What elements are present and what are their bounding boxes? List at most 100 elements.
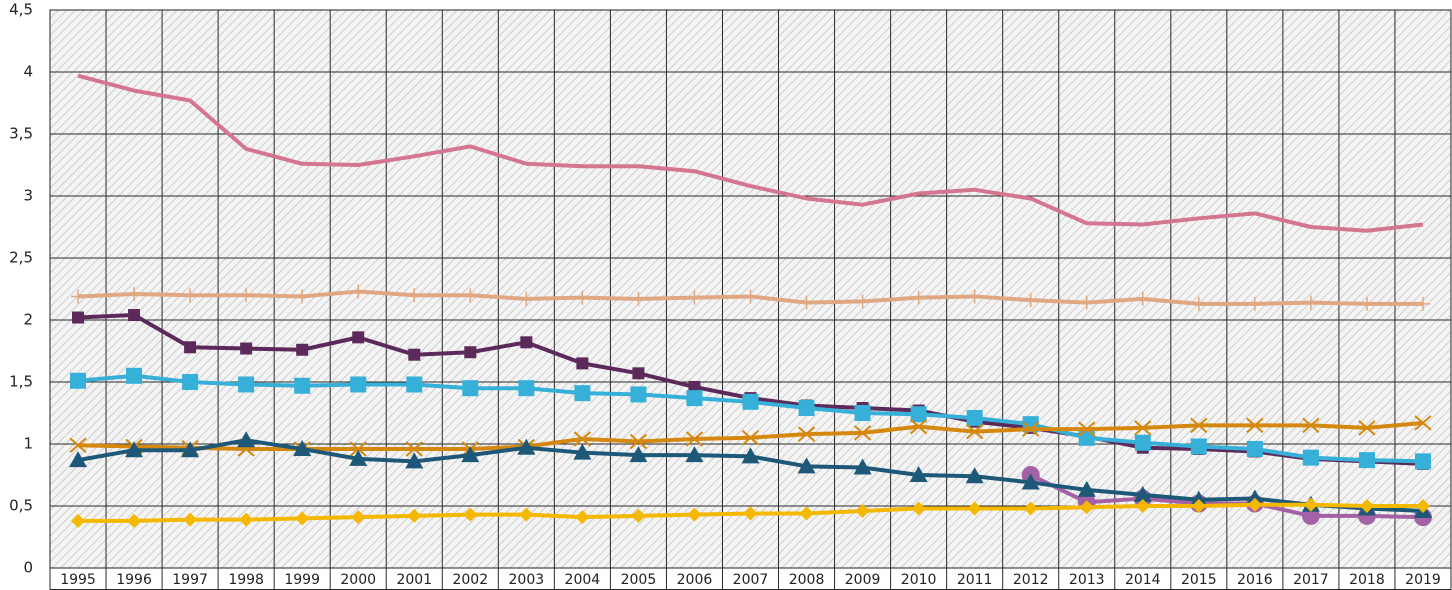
marker <box>294 377 311 394</box>
x-tick-label: 2014 <box>1125 572 1161 588</box>
marker <box>1023 501 1038 516</box>
marker <box>351 284 366 299</box>
marker <box>1359 499 1374 513</box>
marker <box>70 372 87 389</box>
y-tick-label: 0 <box>23 559 33 577</box>
marker <box>1190 438 1207 455</box>
x-tick-label: 2019 <box>1405 572 1441 588</box>
marker <box>741 430 760 446</box>
y-tick-label: 0,5 <box>9 497 33 515</box>
marker <box>630 386 647 403</box>
marker <box>407 288 422 303</box>
x-tick-label: 1999 <box>284 572 320 588</box>
marker <box>349 441 367 457</box>
y-tick-label: 1,5 <box>9 373 33 391</box>
marker <box>239 288 254 303</box>
marker <box>1021 473 1040 490</box>
marker <box>69 451 88 468</box>
marker <box>909 466 928 482</box>
marker <box>127 513 142 528</box>
marker <box>295 511 310 526</box>
marker <box>854 405 871 421</box>
marker <box>965 467 984 484</box>
y-tick-label: 4,5 <box>9 1 33 19</box>
marker <box>518 380 535 397</box>
marker <box>1079 295 1094 310</box>
marker <box>350 376 367 393</box>
marker <box>1135 291 1150 306</box>
marker <box>798 400 815 417</box>
y-tick-label: 3 <box>23 187 33 205</box>
marker <box>71 289 86 304</box>
marker <box>631 291 646 306</box>
marker <box>184 341 197 354</box>
marker <box>797 426 816 442</box>
marker <box>405 452 424 469</box>
marker <box>1022 421 1040 437</box>
marker <box>238 376 255 393</box>
marker <box>1302 449 1319 466</box>
marker <box>239 512 254 527</box>
marker <box>1191 296 1206 311</box>
marker <box>688 380 701 393</box>
marker <box>1415 499 1430 513</box>
marker <box>909 418 928 435</box>
marker <box>575 510 590 525</box>
marker <box>967 501 982 516</box>
marker <box>686 390 703 407</box>
marker <box>966 409 983 426</box>
x-tick-label: 2002 <box>452 572 488 588</box>
x-tick-label: 2011 <box>957 572 993 588</box>
y-tick-label: 2 <box>23 311 33 329</box>
marker <box>351 510 366 525</box>
marker <box>463 507 478 522</box>
marker <box>629 446 648 463</box>
marker <box>1191 499 1206 513</box>
marker <box>799 506 814 521</box>
marker <box>799 295 814 310</box>
marker <box>464 346 477 359</box>
marker <box>1077 480 1096 497</box>
marker <box>853 425 872 441</box>
marker <box>685 446 704 463</box>
marker <box>1358 452 1375 469</box>
x-tick-label: 2006 <box>677 572 713 588</box>
marker <box>295 289 310 304</box>
x-tick-label: 2017 <box>1293 572 1329 588</box>
x-tick-label: 1998 <box>228 572 264 588</box>
marker <box>1023 293 1038 308</box>
marker <box>1079 500 1094 515</box>
marker <box>72 311 85 324</box>
marker <box>910 406 927 423</box>
y-tick-label: 2,5 <box>9 249 33 267</box>
x-tick-label: 1995 <box>60 572 96 588</box>
series-line <box>77 73 1424 233</box>
marker <box>463 288 478 303</box>
marker <box>1246 440 1263 457</box>
marker <box>629 433 648 450</box>
marker <box>911 501 926 516</box>
marker <box>853 458 872 475</box>
marker <box>127 286 142 301</box>
marker <box>573 443 592 460</box>
marker <box>855 503 870 518</box>
marker <box>293 439 312 456</box>
x-tick-label: 2012 <box>1013 572 1049 588</box>
marker <box>461 446 480 463</box>
x-tick-label: 1997 <box>172 572 208 588</box>
marker <box>520 336 533 349</box>
marker <box>966 423 984 440</box>
marker <box>1358 420 1376 436</box>
marker <box>1302 417 1320 434</box>
marker <box>182 374 199 390</box>
marker <box>687 507 702 522</box>
marker <box>1359 296 1374 311</box>
marker <box>685 431 704 447</box>
marker <box>1246 417 1264 434</box>
marker <box>1303 295 1318 310</box>
marker <box>1190 417 1208 434</box>
x-tick-label: 2004 <box>565 572 601 588</box>
marker <box>1134 420 1152 436</box>
marker <box>126 367 143 384</box>
